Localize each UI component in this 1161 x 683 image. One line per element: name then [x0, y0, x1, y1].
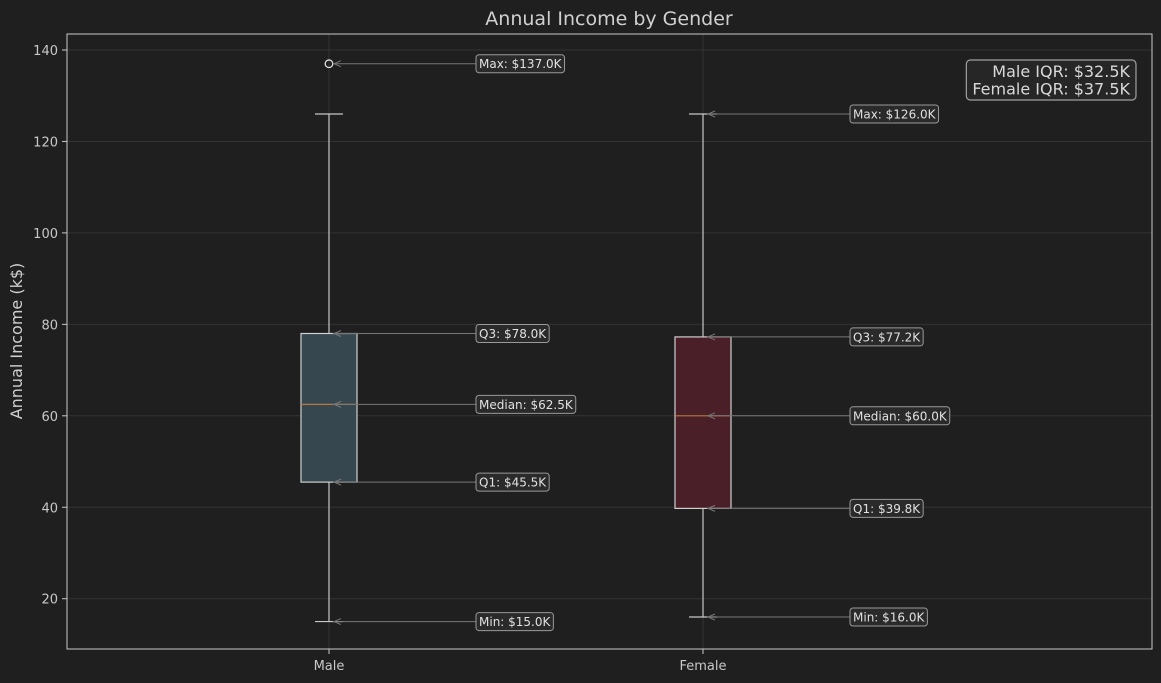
female-min-annotation-text: Min: $16.0K — [853, 610, 926, 624]
female-q3-annotation-text: Q3: $77.2K — [853, 330, 921, 344]
y-tick-label: 80 — [41, 318, 58, 333]
y-tick-label: 140 — [33, 44, 58, 59]
female-q1-arrow — [706, 504, 716, 512]
male-q1-arrow — [332, 478, 342, 486]
female-median-annotation-text: Median: $60.0K — [853, 409, 948, 423]
male-q1-annotation-box — [475, 472, 550, 492]
male-q3-arrow — [332, 330, 342, 337]
female-median-arrow — [706, 412, 716, 420]
y-tick-label: 120 — [33, 135, 58, 150]
female-q3-arrow — [706, 333, 716, 341]
male-max-annotation-box — [475, 54, 566, 74]
iqr-summary-line: Male IQR: $32.5K — [992, 62, 1130, 81]
female-q1-annotation-text: Q1: $39.8K — [853, 502, 921, 516]
male-median-annotation-text: Median: $62.5K — [479, 398, 574, 412]
y-axis-label: Annual Income (k$) — [7, 263, 26, 420]
male-median-annotation: Median: $62.5K — [475, 394, 577, 414]
male-median-annotation-box — [475, 394, 577, 414]
iqr-summary-line: Female IQR: $37.5K — [972, 80, 1130, 99]
iqr-summary-frame — [965, 59, 1137, 101]
male-q1-annotation-text: Q1: $45.5K — [479, 476, 547, 490]
female-box — [674, 336, 732, 509]
male-min-annotation-box — [475, 612, 554, 632]
male-min-annotation-text: Min: $15.0K — [479, 615, 552, 629]
female-max-arrow — [706, 110, 716, 118]
female-median-annotation-box — [849, 406, 951, 426]
female-max-annotation-text: Max: $126.0K — [853, 108, 937, 122]
male-min-annotation: Min: $15.0K — [475, 612, 554, 632]
male-q3-annotation-box — [475, 323, 550, 343]
y-tick-label: 20 — [41, 593, 58, 608]
male-q1-annotation: Q1: $45.5K — [475, 472, 550, 492]
y-tick-label: 100 — [33, 227, 58, 242]
male-q3-annotation-text: Q3: $78.0K — [479, 327, 547, 341]
y-tick-label: 40 — [41, 501, 58, 516]
male-q3-annotation: Q3: $78.0K — [475, 323, 550, 343]
female-max-annotation-box — [849, 104, 940, 124]
chart-title: Annual Income by Gender — [485, 8, 733, 30]
male-median-arrow — [332, 400, 342, 408]
female-q3-annotation-box — [849, 327, 924, 347]
plot-frame — [66, 33, 1153, 650]
male-max-annotation-text: Max: $137.0K — [479, 57, 563, 71]
y-tick-label: 60 — [41, 410, 58, 425]
female-q3-annotation: Q3: $77.2K — [849, 327, 924, 347]
female-max-annotation: Max: $126.0K — [849, 104, 940, 124]
male-min-arrow — [332, 618, 342, 626]
female-q1-annotation: Q1: $39.8K — [849, 498, 924, 518]
female-min-arrow — [706, 613, 716, 621]
x-tick-label: Male — [314, 659, 345, 674]
x-tick-label: Female — [679, 659, 726, 674]
female-min-annotation-box — [849, 607, 928, 627]
female-q1-annotation-box — [849, 498, 924, 518]
female-min-annotation: Min: $16.0K — [849, 607, 928, 627]
male-max-arrow — [332, 60, 342, 68]
male-box — [300, 332, 358, 483]
female-median-annotation: Median: $60.0K — [849, 406, 951, 426]
male-max-annotation: Max: $137.0K — [475, 54, 566, 74]
